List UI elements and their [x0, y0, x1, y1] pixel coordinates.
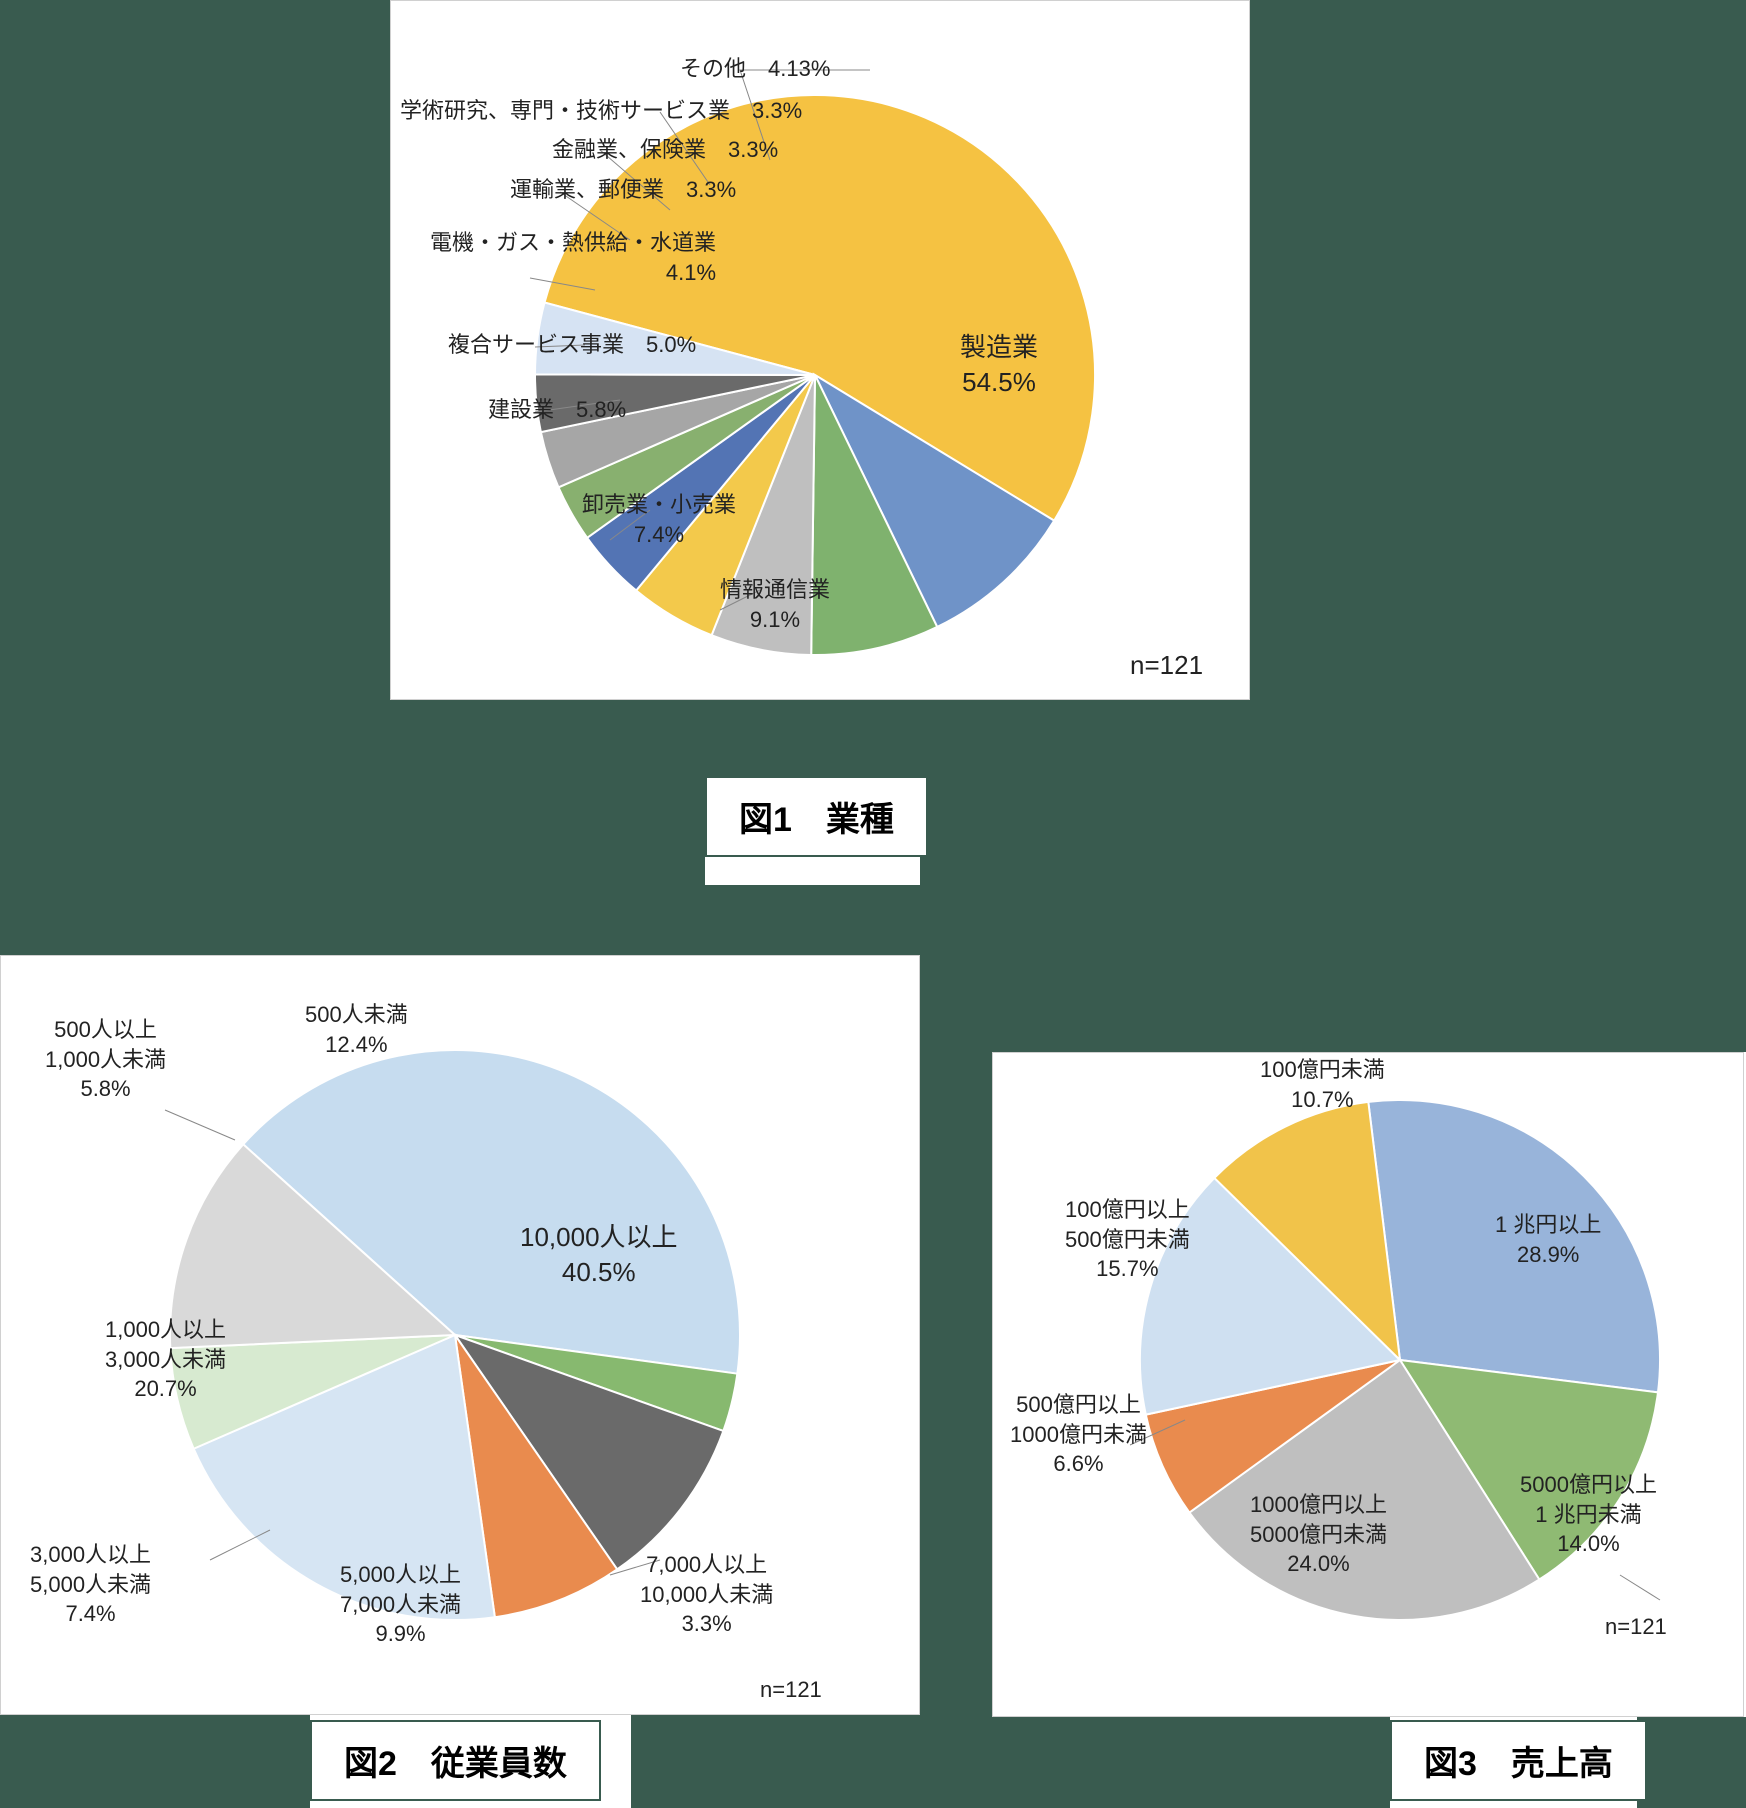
pie-label: 100億円未満10.7%: [1260, 1055, 1385, 1114]
caption-1: 図1 業種: [705, 776, 928, 857]
pie-label: n=121: [1605, 1612, 1667, 1642]
pie-label: 学術研究、専門・技術サービス業 3.3%: [400, 96, 802, 126]
pie-label: 金融業、保険業 3.3%: [552, 135, 778, 165]
caption-text: 図2 従業員数: [344, 1745, 567, 1783]
pie-label: 100億円以上500億円未満15.7%: [1065, 1195, 1190, 1284]
pie-label: 7,000人以上10,000人未満3.3%: [640, 1550, 773, 1639]
pie-label: 情報通信業9.1%: [720, 575, 830, 634]
caption-text: 図3 売上高: [1424, 1745, 1613, 1783]
pie-label: 5,000人以上7,000人未満9.9%: [340, 1560, 461, 1649]
pie-label: 卸売業・小売業7.4%: [582, 490, 736, 549]
caption-3: 図3 売上高: [1390, 1720, 1647, 1801]
pie-label: 1 兆円以上28.9%: [1495, 1210, 1601, 1269]
pie-label: 製造業54.5%: [960, 330, 1038, 400]
pie-label: 500億円以上1000億円未満6.6%: [1010, 1390, 1147, 1479]
pie-label: 建設業 5.8%: [488, 395, 626, 425]
svg-layer: [0, 0, 1746, 1808]
caption-text: 図1 業種: [739, 801, 894, 839]
pie-label: 1000億円以上5000億円未満24.0%: [1250, 1490, 1387, 1579]
pie-label: 電機・ガス・熱供給・水道業4.1%: [430, 228, 716, 287]
pie-label: 500人未満12.4%: [305, 1000, 408, 1059]
caption-2: 図2 従業員数: [310, 1720, 601, 1801]
pie-label: 複合サービス事業 5.0%: [448, 330, 696, 360]
pie-label: 3,000人以上5,000人未満7.4%: [30, 1540, 151, 1629]
leader-line: [165, 1110, 235, 1140]
pie-label: 1,000人以上3,000人未満20.7%: [105, 1315, 226, 1404]
pie-label: 5000億円以上1 兆円未満14.0%: [1520, 1470, 1657, 1559]
n-label: n=121: [1130, 650, 1203, 681]
pie-label: その他 4.13%: [680, 54, 830, 84]
leader-line: [1620, 1575, 1660, 1600]
pie-label: 運輸業、郵便業 3.3%: [510, 175, 736, 205]
pie-label: 500人以上1,000人未満5.8%: [45, 1015, 166, 1104]
pie-label: n=121: [760, 1675, 822, 1705]
pie-label: 10,000人以上40.5%: [520, 1220, 678, 1290]
